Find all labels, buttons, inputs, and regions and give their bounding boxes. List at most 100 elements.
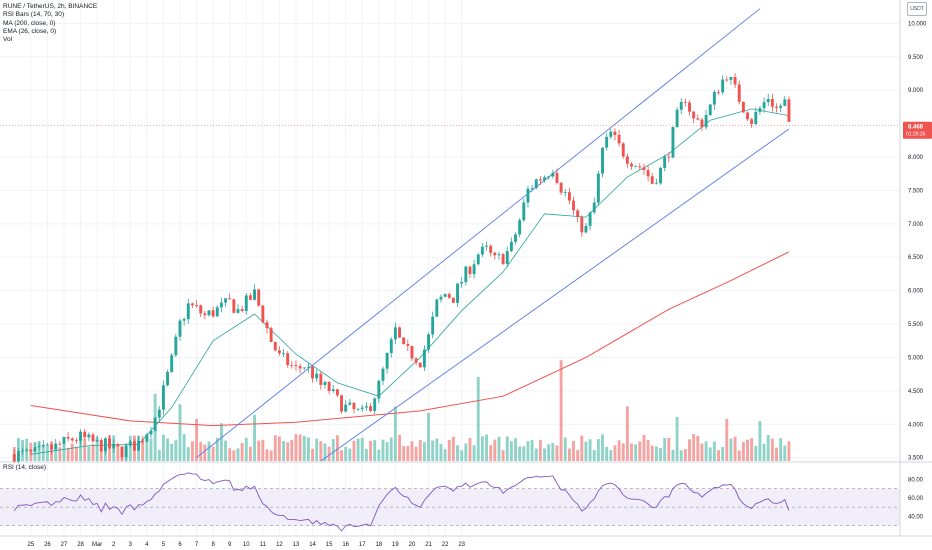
candle-body [145, 434, 149, 442]
volume-bar [41, 444, 45, 461]
x-tick-label: 13 [293, 542, 300, 548]
x-tick-label: 2 [112, 542, 116, 548]
candle-body [447, 294, 451, 298]
candle-body [746, 112, 749, 120]
candle-body [729, 76, 733, 80]
volume-bar [182, 434, 186, 461]
legend-rsi-bars[interactable]: RSI Bars (14, 70, 30) [3, 11, 65, 19]
volume-bar [580, 435, 584, 461]
volume-bar [733, 436, 737, 461]
candle-body [435, 299, 439, 317]
candle-body [688, 102, 691, 112]
volume-bar [712, 441, 716, 461]
candle-body [563, 192, 567, 193]
candle-body [501, 254, 505, 264]
candle-body [683, 101, 687, 103]
time-axis[interactable]: 25 26 27 28 Mar 2 3 4 5 6 7 8 9 10 11 12 13 14 15 16 17 18 19 2… [28, 542, 466, 548]
candle-body [170, 355, 174, 372]
symbol-title[interactable]: RUNE / TetherUS, 2h, BINANCE [3, 3, 98, 10]
volume-bar [79, 440, 83, 461]
volume-bar [331, 439, 335, 461]
y-tick-label: 7.500 [908, 188, 924, 194]
candle-body [646, 170, 650, 177]
candle-body [335, 389, 339, 396]
x-tick-label: 20 [409, 542, 416, 548]
volume-bar [754, 445, 758, 461]
volume-bar [170, 443, 174, 461]
volume-bar [261, 439, 265, 461]
candle-body [721, 79, 725, 93]
volume-bar [766, 435, 770, 461]
candle-body [737, 84, 741, 102]
candle-body [219, 302, 223, 308]
candle-body [66, 436, 70, 439]
currency-badge[interactable]: USDT [907, 2, 927, 16]
volume-bar [116, 446, 120, 461]
candle-body [385, 352, 389, 369]
volume-bar [62, 444, 66, 461]
y-tick-label: 7.000 [908, 222, 924, 228]
volume-bar [750, 438, 754, 461]
volume-bar [501, 450, 505, 461]
candle-body [427, 334, 430, 350]
volume-bar [538, 439, 542, 461]
candle-body [538, 179, 542, 181]
candle-body [650, 176, 654, 184]
volume-bar [480, 436, 484, 461]
x-tick-label: 19 [392, 542, 399, 548]
candle-body [269, 328, 273, 343]
volume-bar [775, 447, 778, 461]
x-tick-label: 11 [260, 542, 267, 548]
candle-body [95, 439, 99, 442]
candle-body [54, 443, 58, 450]
price-axis[interactable]: 10.000 9.500 9.000 8.000 7.500 7.000 6.500 6.00… [908, 21, 927, 520]
legend-ema[interactable]: EMA (26, close, 0) [3, 27, 57, 35]
volume-bar [509, 441, 513, 461]
volume-bar [290, 440, 294, 461]
volume-bar [327, 446, 331, 461]
legend-ma[interactable]: MA (200, close, 0) [3, 19, 56, 27]
volume-bar [671, 449, 675, 461]
volume-bar [559, 360, 563, 461]
candle-body [29, 449, 33, 452]
y-tick-label: 4.500 [908, 389, 924, 395]
candle-body [203, 313, 207, 316]
x-tick-label: 25 [28, 542, 35, 548]
candle-body [741, 101, 745, 113]
volume-bar [613, 445, 617, 461]
volume-bar [145, 441, 149, 461]
x-tick-label: 16 [342, 542, 349, 548]
volume-bar [232, 450, 236, 461]
candle-body [406, 344, 410, 346]
x-tick-label: 8 [211, 542, 215, 548]
x-tick-label: 9 [228, 542, 232, 548]
rsi-panel [0, 472, 900, 532]
candle-body [364, 406, 368, 408]
x-tick-label: 3 [129, 542, 133, 548]
chart-legend: RUNE / TetherUS, 2h, BINANCE RSI Bars (1… [3, 3, 97, 44]
candle-body [617, 134, 621, 144]
volume-bar [294, 434, 298, 461]
volume-bar [770, 438, 774, 461]
candle-body [319, 373, 323, 385]
candle-body [659, 167, 662, 184]
volume-bar [522, 446, 526, 461]
volume-bar [58, 447, 62, 461]
candle-body [414, 358, 418, 363]
volume-bar [381, 439, 385, 461]
legend-vol[interactable]: Vol [3, 36, 13, 44]
rsi-legend[interactable]: RSI (14, close) [3, 464, 46, 471]
volume-bar [634, 444, 638, 461]
volume-bar [323, 443, 327, 461]
candle-body [153, 417, 157, 431]
candle-body [439, 296, 443, 300]
candle-body [443, 294, 447, 297]
volume-bar [410, 441, 414, 461]
rsi-tick-label: 60.00 [908, 496, 924, 502]
x-tick-label: 4 [145, 542, 149, 548]
candle-body [166, 371, 170, 386]
candle-body [547, 176, 551, 178]
rsi-tick-label: 40.00 [908, 514, 924, 520]
volume-bar [646, 439, 650, 461]
